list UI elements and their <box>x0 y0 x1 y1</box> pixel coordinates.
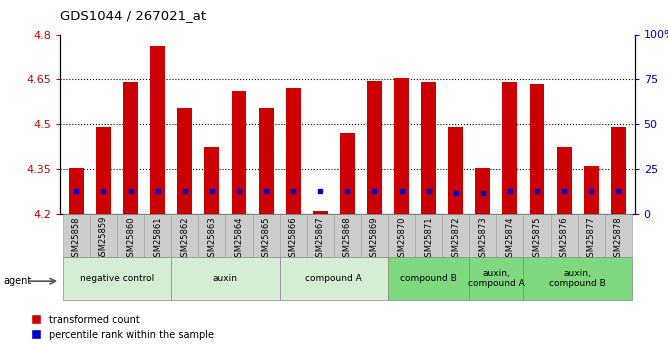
Bar <box>177 108 192 214</box>
Bar <box>69 168 84 214</box>
FancyBboxPatch shape <box>280 257 388 300</box>
Bar <box>367 81 382 214</box>
Bar <box>556 147 572 214</box>
Bar <box>259 108 273 214</box>
Bar <box>232 91 246 214</box>
Bar <box>394 78 409 214</box>
Bar <box>96 127 111 214</box>
FancyBboxPatch shape <box>550 214 578 257</box>
Bar <box>530 84 544 214</box>
Text: GSM25870: GSM25870 <box>397 216 406 262</box>
Bar <box>584 166 599 214</box>
FancyBboxPatch shape <box>225 214 253 257</box>
Text: GSM25867: GSM25867 <box>316 216 325 262</box>
Bar <box>448 127 463 214</box>
FancyBboxPatch shape <box>144 214 171 257</box>
Text: GSM25877: GSM25877 <box>587 216 596 262</box>
FancyBboxPatch shape <box>470 214 496 257</box>
FancyBboxPatch shape <box>280 214 307 257</box>
Text: compound A: compound A <box>305 274 362 283</box>
FancyBboxPatch shape <box>90 214 117 257</box>
Text: GSM25875: GSM25875 <box>532 216 542 262</box>
Text: GSM25862: GSM25862 <box>180 216 189 262</box>
Legend: transformed count, percentile rank within the sample: transformed count, percentile rank withi… <box>31 315 214 340</box>
Text: GSM25868: GSM25868 <box>343 216 352 262</box>
Text: GSM25861: GSM25861 <box>153 216 162 262</box>
Bar <box>422 82 436 214</box>
FancyBboxPatch shape <box>388 257 470 300</box>
FancyBboxPatch shape <box>442 214 470 257</box>
FancyBboxPatch shape <box>171 214 198 257</box>
Text: GSM25859: GSM25859 <box>99 216 108 262</box>
Bar <box>150 47 165 214</box>
FancyBboxPatch shape <box>63 214 90 257</box>
Text: negative control: negative control <box>80 274 154 283</box>
FancyBboxPatch shape <box>334 214 361 257</box>
FancyBboxPatch shape <box>117 214 144 257</box>
Bar <box>123 82 138 214</box>
Text: GSM25876: GSM25876 <box>560 216 568 262</box>
Text: GSM25878: GSM25878 <box>614 216 623 262</box>
Text: GSM25863: GSM25863 <box>207 216 216 262</box>
FancyBboxPatch shape <box>63 257 171 300</box>
Text: auxin,
compound B: auxin, compound B <box>549 269 606 288</box>
Text: GSM25873: GSM25873 <box>478 216 488 262</box>
FancyBboxPatch shape <box>253 214 280 257</box>
Bar <box>476 168 490 214</box>
Text: GSM25865: GSM25865 <box>262 216 271 262</box>
FancyBboxPatch shape <box>578 214 605 257</box>
Text: GDS1044 / 267021_at: GDS1044 / 267021_at <box>60 9 206 22</box>
FancyBboxPatch shape <box>496 214 524 257</box>
Text: agent: agent <box>3 276 31 286</box>
FancyBboxPatch shape <box>171 257 280 300</box>
Bar <box>286 88 301 214</box>
FancyBboxPatch shape <box>524 214 550 257</box>
Text: GSM25869: GSM25869 <box>370 216 379 262</box>
Bar <box>502 82 518 214</box>
Text: auxin,
compound A: auxin, compound A <box>468 269 525 288</box>
FancyBboxPatch shape <box>361 214 388 257</box>
FancyBboxPatch shape <box>524 257 632 300</box>
Bar <box>204 147 219 214</box>
Text: compound B: compound B <box>400 274 457 283</box>
FancyBboxPatch shape <box>198 214 225 257</box>
Text: GSM25866: GSM25866 <box>289 216 298 262</box>
Bar <box>611 127 626 214</box>
FancyBboxPatch shape <box>388 214 415 257</box>
Bar <box>340 133 355 214</box>
FancyBboxPatch shape <box>470 257 524 300</box>
Bar <box>313 211 328 214</box>
Text: GSM25860: GSM25860 <box>126 216 135 262</box>
Text: GSM25874: GSM25874 <box>506 216 514 262</box>
Text: GSM25858: GSM25858 <box>72 216 81 262</box>
FancyBboxPatch shape <box>605 214 632 257</box>
FancyBboxPatch shape <box>307 214 334 257</box>
FancyBboxPatch shape <box>415 214 442 257</box>
Text: GSM25871: GSM25871 <box>424 216 433 262</box>
Text: auxin: auxin <box>213 274 238 283</box>
Text: GSM25872: GSM25872 <box>452 216 460 262</box>
Text: GSM25864: GSM25864 <box>234 216 243 262</box>
